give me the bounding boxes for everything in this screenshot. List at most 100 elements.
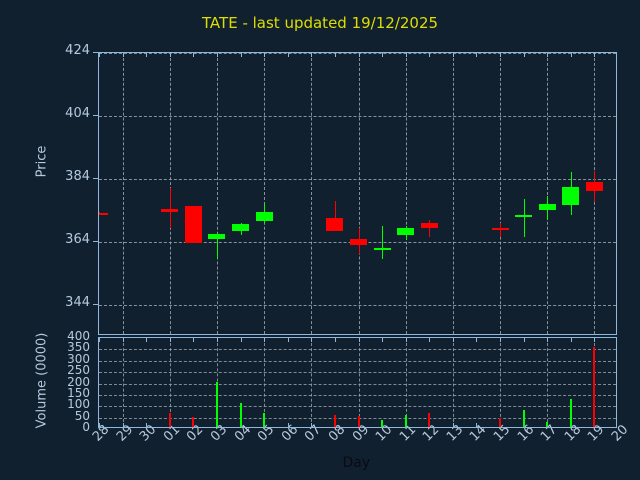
price-top-tick [240,53,242,57]
candle-wick [500,222,502,237]
candle-body [255,211,273,222]
candle-body [326,218,344,231]
volume-bottom-tick [452,423,454,427]
price-tick-label: 384 [65,168,90,184]
candle-body [161,208,179,212]
volume-bar [569,398,572,427]
volume-gridline-vertical [311,338,313,427]
volume-plot-area [98,337,617,428]
price-tick-label: 344 [65,294,90,310]
price-top-tick [476,53,478,57]
volume-bar [381,420,384,427]
volume-gridline-vertical [358,338,360,427]
volume-gridline [99,406,616,408]
price-gridline-vertical [216,53,218,334]
price-axis-title: Price [34,145,50,177]
candle-wick [429,219,431,237]
volume-bottom-tick [99,423,100,427]
volume-gridline-vertical [122,338,124,427]
volume-tick-label: 50 [74,408,90,423]
price-top-tick [405,53,407,57]
price-gridline [99,178,616,180]
price-top-tick [429,53,431,57]
price-tick-mark [93,240,98,242]
volume-tick-label: 250 [67,363,90,378]
volume-top-tick [311,338,313,342]
volume-bar [428,413,431,427]
price-top-tick [570,53,572,57]
price-tick-label: 364 [65,231,90,247]
candle-body [538,203,556,211]
volume-bar [192,416,195,427]
candle-body [420,222,438,228]
price-top-tick [99,53,100,57]
candle-body [350,238,367,245]
candle-body [99,213,108,216]
volume-gridline-vertical [405,338,407,427]
price-tick-label: 424 [65,43,90,58]
volume-tick-label: 400 [67,329,90,343]
candle-body [208,233,226,239]
price-tick-mark [93,114,98,116]
price-gridline-vertical [405,53,407,334]
candle-body [515,214,533,217]
volume-top-tick [358,338,360,342]
volume-top-tick [476,338,478,342]
candle-body [562,186,580,206]
volume-top-tick [287,338,289,342]
volume-top-tick [240,338,242,342]
volume-bar [333,414,336,427]
volume-tick-label: 300 [67,351,90,366]
price-top-tick [547,53,549,57]
price-top-tick [193,53,195,57]
volume-bottom-tick [311,423,313,427]
volume-top-tick [594,338,596,342]
price-gridline-vertical [452,53,454,334]
price-gridline [99,115,616,117]
volume-top-tick [570,338,572,342]
volume-top-tick [146,338,148,342]
volume-top-tick [523,338,525,342]
price-top-tick [594,53,596,57]
price-top-tick [358,53,360,57]
price-gridline-vertical [500,53,502,334]
price-tick-mark [93,52,98,53]
price-tick-mark [93,177,98,179]
candle-body [232,224,250,231]
volume-top-tick [382,338,384,342]
price-top-tick [500,53,502,57]
volume-top-tick [452,338,454,342]
price-top-tick [311,53,313,57]
candle-wick [216,232,218,259]
volume-gridline-vertical [169,338,171,427]
candle-body [585,181,603,192]
volume-top-tick [405,338,407,342]
volume-top-tick [264,338,266,342]
price-top-tick [523,53,525,57]
candle-body [397,227,415,236]
price-gridline [99,53,616,54]
volume-top-tick [99,338,100,342]
price-top-tick [382,53,384,57]
volume-top-tick [500,338,502,342]
volume-tick-label: 200 [67,374,90,389]
price-top-tick [287,53,289,57]
candle-wick [169,188,171,228]
price-gridline-vertical [547,53,549,334]
volume-gridline [99,360,616,362]
volume-bar [215,381,218,427]
volume-bar [499,417,502,427]
candle-wick [523,199,525,237]
volume-tick-label: 0 [82,420,90,434]
price-gridline-vertical [311,53,313,334]
volume-bar [404,414,407,427]
volume-top-tick [547,338,549,342]
price-top-tick [169,53,171,57]
candle-body [373,247,391,250]
price-tick-label: 404 [65,105,90,121]
volume-tick-label: 100 [67,397,90,412]
price-gridline-vertical [122,53,124,334]
day-axis-title: Day [342,455,371,471]
volume-top-tick [193,338,195,342]
volume-top-tick [334,338,336,342]
